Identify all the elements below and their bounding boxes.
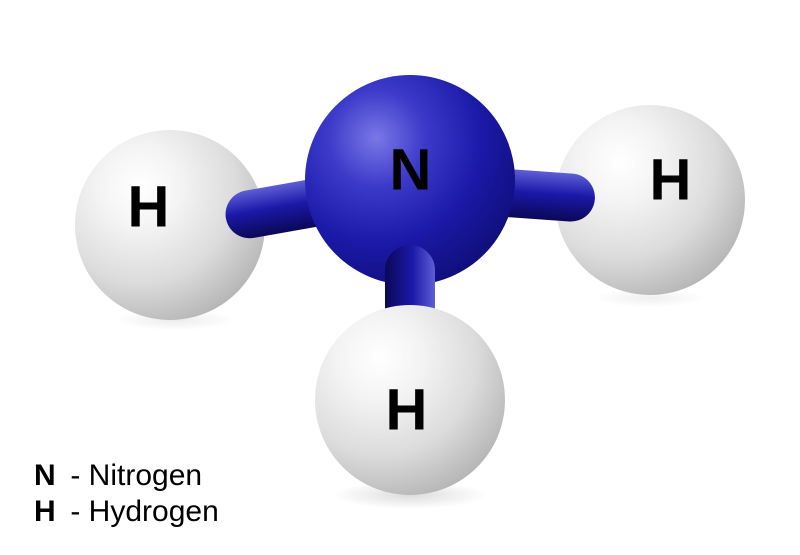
legend-separator: - (62, 459, 89, 492)
atom-label-h: H (650, 147, 691, 214)
legend-symbol: N (34, 458, 62, 495)
atom-label-h: H (386, 377, 427, 444)
legend-row: N - Nitrogen (34, 458, 219, 495)
atom-label-h: H (128, 174, 169, 241)
atom-label-n: N (390, 137, 431, 204)
legend: N - Nitrogen H - Hydrogen (34, 458, 219, 531)
legend-name: Nitrogen (89, 459, 202, 492)
legend-symbol: H (34, 494, 62, 531)
legend-separator: - (62, 495, 89, 528)
legend-row: H - Hydrogen (34, 494, 219, 531)
legend-name: Hydrogen (89, 495, 219, 528)
molecule-diagram: N H H H N - Nitrogen H - Hydrogen (0, 0, 800, 555)
